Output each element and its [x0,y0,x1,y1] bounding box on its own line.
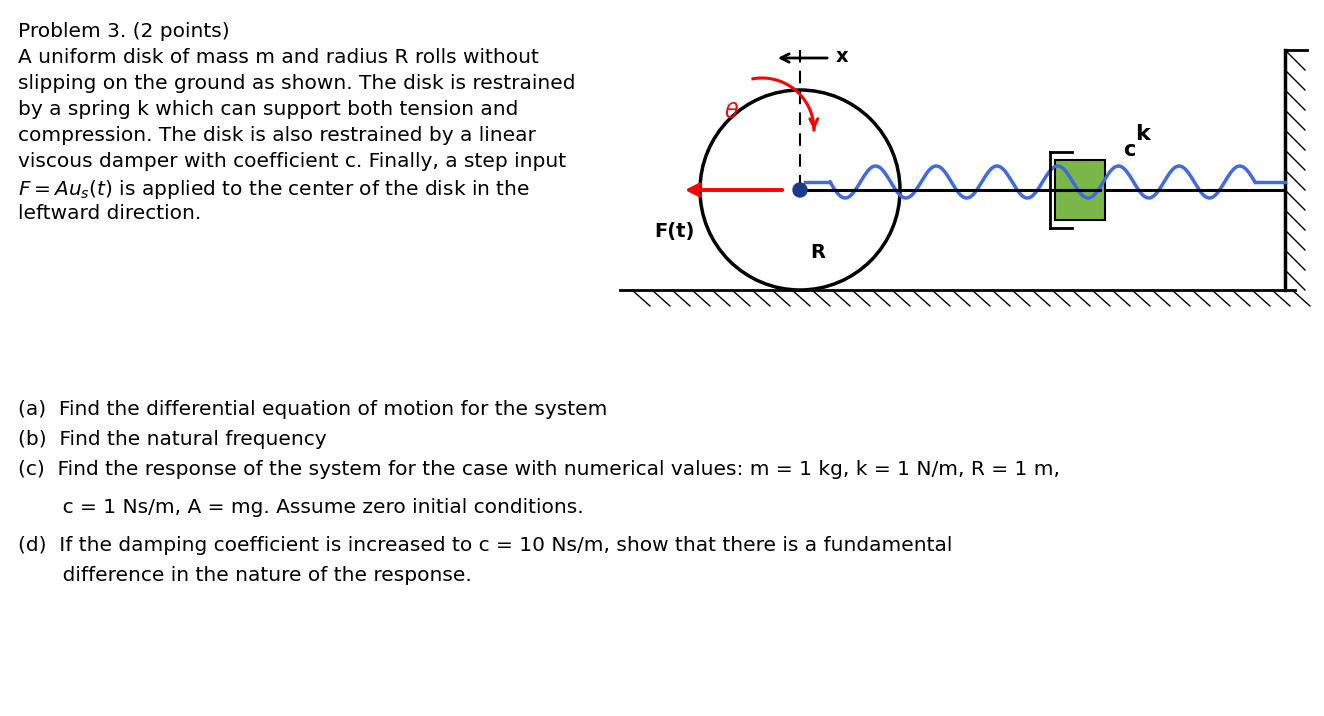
Text: k: k [1135,124,1149,144]
Text: difference in the nature of the response.: difference in the nature of the response… [19,566,471,585]
Text: R: R [810,243,825,261]
Text: (c)  Find the response of the system for the case with numerical values: m = 1 k: (c) Find the response of the system for … [19,460,1061,479]
Text: slipping on the ground as shown. The disk is restrained: slipping on the ground as shown. The dis… [19,74,576,93]
Text: leftward direction.: leftward direction. [19,204,201,223]
Circle shape [793,183,808,197]
Text: A uniform disk of mass m and radius R rolls without: A uniform disk of mass m and radius R ro… [19,48,539,67]
Text: compression. The disk is also restrained by a linear: compression. The disk is also restrained… [19,126,536,145]
Text: Problem 3. (2 points): Problem 3. (2 points) [19,22,229,41]
Bar [1055,160,1106,220]
Text: F(t): F(t) [654,222,694,241]
Text: viscous damper with coefficient c. Finally, a step input: viscous damper with coefficient c. Final… [19,152,567,171]
Text: (d)  If the damping coefficient is increased to c = 10 Ns/m, show that there is : (d) If the damping coefficient is increa… [19,536,952,555]
Text: c: c [1123,140,1136,160]
Text: c = 1 Ns/m, A = mg. Assume zero initial conditions.: c = 1 Ns/m, A = mg. Assume zero initial … [19,498,584,517]
Text: (b)  Find the natural frequency: (b) Find the natural frequency [19,430,327,449]
Text: $\theta$: $\theta$ [724,102,740,122]
Text: by a spring k which can support both tension and: by a spring k which can support both ten… [19,100,519,119]
Text: (a)  Find the differential equation of motion for the system: (a) Find the differential equation of mo… [19,400,608,419]
Text: x: x [835,47,849,65]
Text: $F = Au_s(t)$ is applied to the center of the disk in the: $F = Au_s(t)$ is applied to the center o… [19,178,530,201]
